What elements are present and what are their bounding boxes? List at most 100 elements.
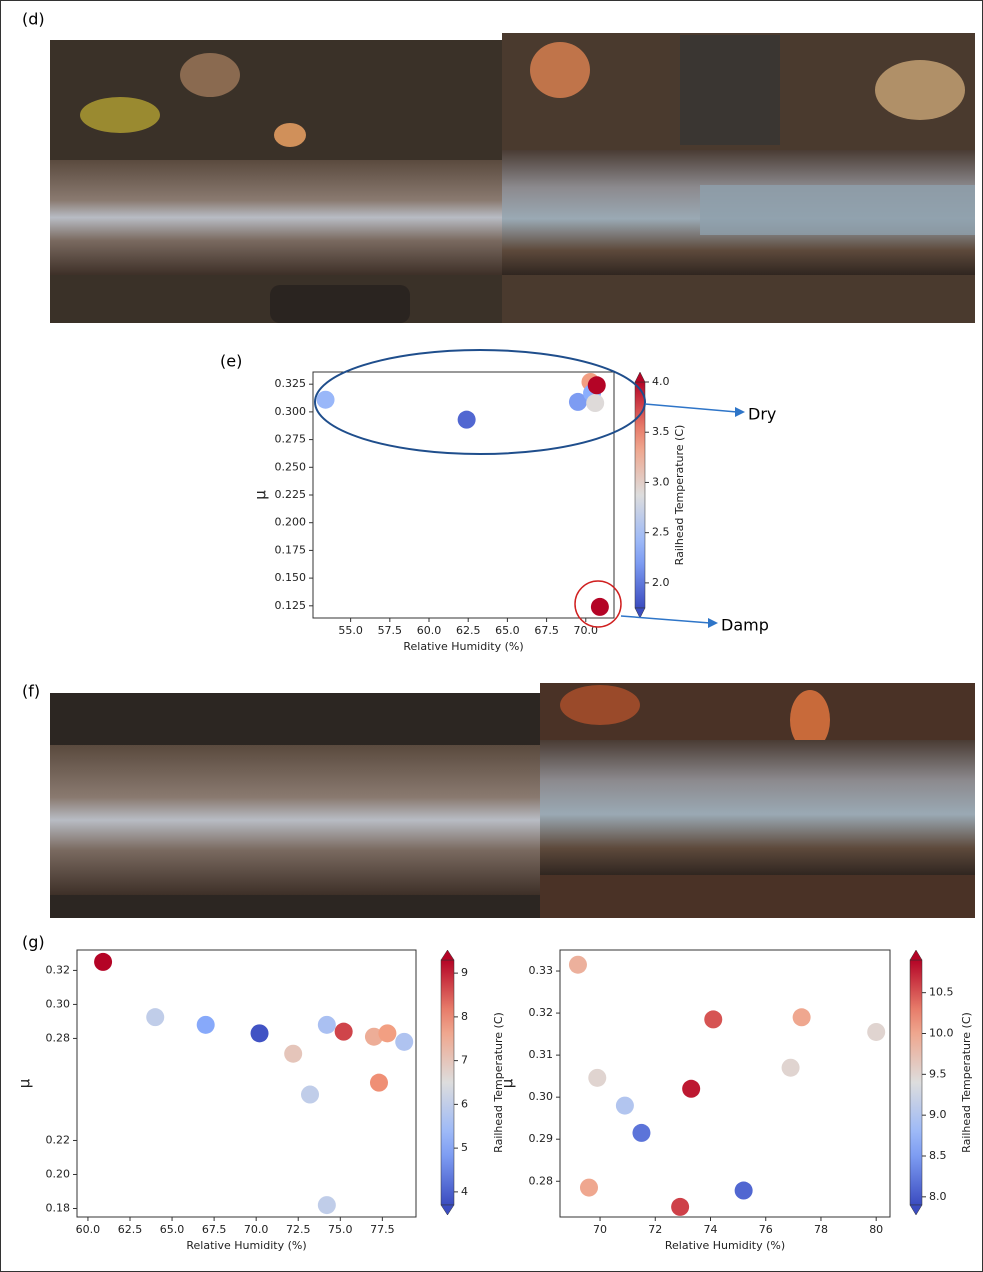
colorbar-extend (440, 1204, 455, 1216)
colorbar (909, 959, 923, 1206)
y-tick-label: 0.28 (46, 1031, 71, 1044)
point (587, 376, 606, 395)
colorbar-tick-label: 2.5 (652, 526, 670, 539)
point (704, 1010, 723, 1029)
point (781, 1058, 800, 1077)
photo (502, 33, 975, 323)
colorbar-tick-label: 8.5 (929, 1149, 947, 1162)
point (615, 1096, 634, 1115)
point (317, 1196, 336, 1215)
colorbar-tick-label: 8 (461, 1010, 468, 1023)
point (334, 1022, 353, 1041)
photo (50, 40, 502, 323)
y-tick-label: 0.30 (529, 1090, 554, 1103)
colorbar-extend (909, 1204, 923, 1216)
point (146, 1008, 165, 1027)
colorbar-extend (909, 949, 923, 961)
x-axis-label: Relative Humidity (%) (186, 1239, 306, 1252)
point (671, 1197, 690, 1216)
colorbar-tick-label: 9.0 (929, 1108, 947, 1121)
colorbar-tick-label: 10.0 (929, 1027, 954, 1040)
x-tick-label: 65.0 (160, 1223, 185, 1236)
x-axis-label: Relative Humidity (%) (403, 640, 523, 653)
y-tick-label: 0.32 (529, 1006, 554, 1019)
y-tick-label: 0.325 (275, 377, 307, 390)
plot-frame (76, 949, 417, 1218)
point (579, 1178, 598, 1197)
photo (540, 683, 975, 918)
colorbar-label: Railhead Temperature (C) (960, 1012, 973, 1153)
colorbar-label: Railhead Temperature (C) (673, 425, 686, 566)
y-tick-label: 0.250 (275, 460, 307, 473)
point (378, 1024, 397, 1043)
x-tick-label: 76 (759, 1223, 773, 1236)
point (590, 597, 609, 616)
x-tick-label: 78 (814, 1223, 828, 1236)
colorbar-tick-label: 3.5 (652, 425, 670, 438)
colorbar-tick-label: 2.0 (652, 576, 670, 589)
x-tick-label: 75.0 (328, 1223, 353, 1236)
photo (50, 693, 540, 918)
annotation-arrow (644, 403, 738, 413)
point (284, 1044, 303, 1063)
annotation-arrow (620, 615, 711, 624)
x-tick-label: 60.0 (417, 624, 442, 637)
colorbar-tick-label: 9.5 (929, 1067, 947, 1080)
x-tick-label: 62.5 (118, 1223, 143, 1236)
y-axis-label: μ (252, 490, 270, 500)
arrow-head (708, 618, 718, 628)
colorbar-tick-label: 6 (461, 1097, 468, 1110)
x-tick-label: 72.5 (286, 1223, 311, 1236)
point (317, 1015, 336, 1034)
x-tick-label: 62.5 (456, 624, 481, 637)
x-tick-label: 77.5 (370, 1223, 395, 1236)
point (316, 390, 335, 409)
plot-frame (312, 371, 615, 619)
y-axis-label: μ (16, 1078, 34, 1088)
colorbar-tick-label: 5 (461, 1141, 468, 1154)
point (792, 1008, 811, 1027)
scatter-chart: 70 72 74 76 78 80 0.33 0.32 0.31 0.30 0.29 0.28 Rela… (499, 949, 973, 1252)
y-tick-label: 0.33 (529, 964, 554, 977)
colorbar-extend (440, 949, 455, 961)
colorbar-tick-label: 3.0 (652, 475, 670, 488)
colorbar-tick-label: 4.0 (652, 375, 670, 388)
y-axis-label: μ (499, 1078, 517, 1088)
y-tick-label: 0.300 (275, 405, 307, 418)
colorbar-tick-label: 10.5 (929, 986, 954, 999)
y-tick-label: 0.200 (275, 516, 307, 529)
x-tick-label: 74 (704, 1223, 718, 1236)
point (94, 952, 113, 971)
panel-label: (e) (220, 352, 242, 371)
annotation-label: Damp (721, 616, 769, 635)
point (196, 1015, 215, 1034)
y-tick-label: 0.28 (529, 1174, 554, 1187)
point (369, 1073, 388, 1092)
colorbar-label: Railhead Temperature (C) (492, 1012, 505, 1153)
colorbar-tick-label: 7 (461, 1054, 468, 1067)
plot-frame (559, 949, 891, 1218)
x-tick-label: 80 (869, 1223, 883, 1236)
y-tick-label: 0.18 (46, 1201, 71, 1214)
x-tick-label: 72 (648, 1223, 662, 1236)
x-tick-label: 70 (593, 1223, 607, 1236)
point (568, 392, 587, 411)
y-tick-label: 0.225 (275, 488, 307, 501)
point (395, 1032, 414, 1051)
x-tick-label: 60.0 (76, 1223, 101, 1236)
x-tick-label: 55.0 (338, 624, 363, 637)
panel-label: (g) (22, 933, 45, 952)
point (364, 1027, 383, 1046)
colorbar-extend (634, 607, 646, 619)
point (734, 1181, 753, 1200)
panel-label: (d) (22, 10, 45, 29)
scatter-chart: 60.0 62.5 65.0 67.5 70.0 72.5 75.0 77.5 0.32 0.30… (16, 949, 505, 1252)
point (682, 1079, 701, 1098)
colorbar-tick-label: 8.0 (929, 1190, 947, 1203)
point (457, 410, 476, 429)
x-tick-label: 67.5 (534, 624, 559, 637)
y-tick-label: 0.22 (46, 1133, 71, 1146)
point (588, 1068, 607, 1087)
point (250, 1024, 269, 1043)
